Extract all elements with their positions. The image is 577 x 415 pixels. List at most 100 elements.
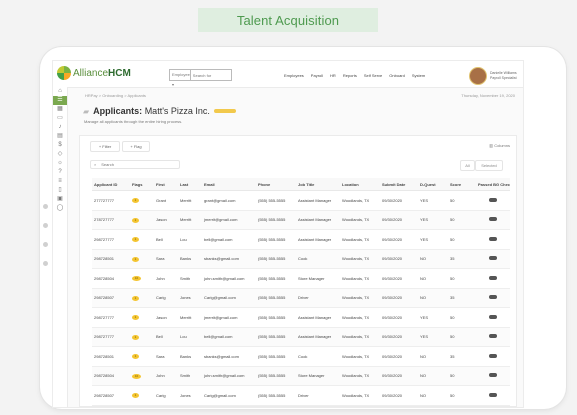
column-header[interactable]: Score	[448, 178, 476, 191]
flag-badge[interactable]: 1	[132, 217, 139, 223]
building-icon[interactable]: ▦	[57, 106, 63, 112]
bell-icon[interactable]: ♪	[58, 124, 62, 130]
global-search-input[interactable]	[190, 70, 247, 80]
column-header[interactable]: Last	[178, 178, 202, 191]
cell-email[interactable]: sbanks@gmail.com	[202, 346, 256, 367]
cell-first: Bell	[154, 229, 178, 250]
table-row[interactable]: 298727777 1 Jason Merritt jmerrit@gmail.com(…	[92, 307, 510, 328]
home-icon[interactable]: ⌂	[58, 88, 62, 94]
nav-item-reports[interactable]: Reports	[342, 73, 357, 78]
bg-check-toggle[interactable]	[489, 256, 497, 261]
cell-dq: YES	[418, 229, 448, 250]
table-row[interactable]: 298727777 1 Bell Lou bell@gmail.com (555) 555…	[92, 229, 510, 250]
column-header[interactable]: First	[154, 178, 178, 191]
calendar-icon[interactable]: ▤	[57, 133, 63, 139]
add-filter-button[interactable]: + Filter	[90, 141, 120, 152]
cell-email[interactable]: john.smith@gmail.com	[202, 268, 256, 289]
cell-score: 35	[448, 346, 476, 367]
add-flag-button[interactable]: + Flag	[122, 141, 150, 152]
column-header[interactable]: Phone	[256, 178, 296, 191]
flag-badge[interactable]: 1	[132, 256, 139, 262]
bg-check-toggle[interactable]	[489, 353, 497, 358]
folder-icon[interactable]: ▭	[57, 115, 63, 121]
cell-email[interactable]: Carig@gmail.com	[202, 288, 256, 308]
cell-flag: 1	[130, 327, 154, 347]
cell-email[interactable]: bell@gmail.com	[202, 229, 256, 250]
avatar[interactable]	[469, 67, 487, 85]
column-header[interactable]: D-Quest	[418, 178, 448, 191]
cell-first: Bell	[154, 327, 178, 347]
help-icon[interactable]: ◯	[56, 205, 64, 211]
database-icon[interactable]: ≡	[58, 178, 62, 184]
toggle-all[interactable]: All	[460, 160, 475, 171]
app-logo[interactable]: AllianceHCM	[57, 66, 131, 80]
tag-icon[interactable]: ◇	[57, 151, 63, 157]
table-row[interactable]: 298728504 10 John Smith john.smith@gmail.com…	[92, 366, 510, 386]
flag-badge[interactable]: 1	[132, 334, 139, 340]
nav-item-onboard[interactable]: Onboard	[389, 73, 405, 78]
column-header[interactable]: Job Title	[296, 178, 340, 191]
flag-badge[interactable]: 1	[132, 237, 139, 243]
bg-check-toggle[interactable]	[489, 373, 497, 378]
table-search-input[interactable]	[99, 161, 174, 168]
search-type-select[interactable]: Employee ▾	[172, 70, 191, 87]
bg-check-toggle[interactable]	[489, 217, 497, 222]
bg-check-toggle[interactable]	[489, 275, 497, 280]
table-row[interactable]: 298728507 1 Carig Jones Carig@gmail.com (555)…	[92, 288, 510, 308]
cell-email[interactable]: sbanks@gmail.com	[202, 249, 256, 269]
cell-email[interactable]: jmerrit@gmail.com	[202, 307, 256, 328]
table-row[interactable]: 298728501 1 Sara Banks sbanks@gmail.com (555)…	[92, 346, 510, 367]
cell-email[interactable]: jmerrit@gmail.com	[202, 210, 256, 230]
bg-check-toggle[interactable]	[489, 236, 497, 241]
column-header[interactable]: Flags	[130, 178, 154, 191]
cell-date: 09/30/2020	[380, 210, 418, 230]
nav-item-employees[interactable]: Employees	[284, 73, 304, 78]
cell-flag: 1	[130, 307, 154, 328]
table-row[interactable]: 278727777 1 Jason Merritt jmerrit@gmail.com(…	[92, 210, 510, 230]
nav-item-self-serve[interactable]: Self Serve	[363, 73, 383, 78]
money-icon[interactable]: $	[58, 142, 62, 148]
table-row[interactable]: 277727777 1 Grant Merritt grant@gmail.com (55…	[92, 190, 510, 211]
cell-email[interactable]: grant@gmail.com	[202, 190, 256, 211]
flag-badge[interactable]: 10	[132, 373, 141, 379]
breadcrumb[interactable]: HRPay > Onboarding > Applicants	[85, 93, 146, 98]
monitor-icon[interactable]: ▣	[57, 196, 63, 202]
flag-badge[interactable]: 1	[132, 354, 139, 360]
columns-button[interactable]: ▥ Columns	[489, 143, 510, 148]
lightbulb-icon[interactable]: ☼	[57, 160, 63, 166]
applicants-card: + Filter + Flag ▥ Columns ⌕ All Selected…	[79, 135, 517, 407]
column-header[interactable]: Applicant ID	[92, 178, 130, 191]
flag-badge[interactable]: 1	[132, 315, 139, 321]
flag-badge[interactable]: 1	[132, 295, 139, 301]
flag-badge[interactable]: 10	[132, 276, 141, 282]
table-row[interactable]: 298728507 1 Carig Jones Carig@gmail.com (555)…	[92, 385, 510, 406]
nav-item-payroll[interactable]: Payroll	[310, 73, 324, 78]
flag-badge[interactable]: 1	[132, 198, 139, 204]
bg-check-toggle[interactable]	[489, 392, 497, 397]
table-row[interactable]: 298727777 1 Bell Lou bell@gmail.com (555) 555…	[92, 327, 510, 347]
table-row[interactable]: 298728504 10 John Smith john.smith@gmail.com…	[92, 268, 510, 289]
column-header[interactable]: Passed BG Check	[476, 178, 510, 191]
nav-item-hr[interactable]: HR	[330, 73, 336, 78]
document-icon[interactable]: ▯	[58, 187, 62, 193]
toggle-selected[interactable]: Selected	[475, 160, 503, 171]
column-header[interactable]: Location	[340, 178, 380, 191]
column-header[interactable]: Email	[202, 178, 256, 191]
cell-email[interactable]: john.smith@gmail.com	[202, 366, 256, 386]
flag-badge[interactable]: 1	[132, 393, 139, 399]
bg-check-toggle[interactable]	[489, 295, 497, 300]
column-header[interactable]: Submit Date	[380, 178, 418, 191]
bg-check-toggle[interactable]	[489, 197, 497, 202]
bg-check-toggle[interactable]	[489, 334, 497, 339]
user-menu[interactable]: Danielle Williams Payroll Specialist	[469, 67, 517, 85]
question-icon[interactable]: ?	[58, 169, 62, 175]
cell-score: 50	[448, 190, 476, 211]
cell-flag: 1	[130, 229, 154, 250]
bg-check-toggle[interactable]	[489, 314, 497, 319]
table-row[interactable]: 298728501 1 Sara Banks sbanks@gmail.com (555)…	[92, 249, 510, 269]
cell-email[interactable]: bell@gmail.com	[202, 327, 256, 347]
cell-email[interactable]: Carig@gmail.com	[202, 385, 256, 406]
nav-item-system[interactable]: System	[411, 73, 426, 78]
people-icon[interactable]: ☰	[53, 96, 67, 105]
cell-job: Assistant Manager	[296, 307, 340, 328]
